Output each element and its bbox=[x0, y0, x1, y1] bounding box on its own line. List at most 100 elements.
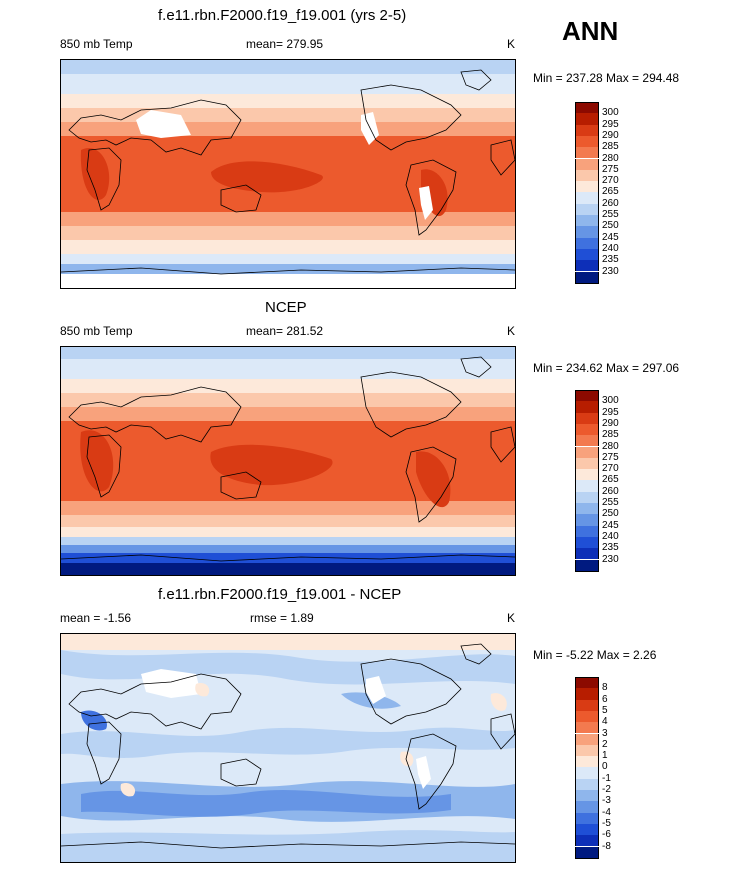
colorbar-tick-label: 6 bbox=[602, 693, 608, 705]
colorbar-tick-label: 260 bbox=[602, 485, 619, 497]
colorbar-segment bbox=[575, 559, 599, 572]
colorbar-tick-label: 300 bbox=[602, 395, 619, 407]
colorbar-tick-label: -8 bbox=[602, 840, 611, 852]
colorbar-segment bbox=[575, 801, 599, 813]
colorbar-tick-label: 300 bbox=[602, 107, 619, 119]
panel-3-unit-label: K bbox=[507, 611, 516, 625]
panel-2-minmax-label: Min = 234.62 Max = 297.06 bbox=[533, 361, 680, 375]
colorbar-tick-label: -5 bbox=[602, 817, 611, 829]
panel-2-unit-label: K bbox=[507, 324, 516, 338]
colorbar-segment bbox=[575, 699, 599, 711]
colorbar-tick-label: 4 bbox=[602, 716, 608, 728]
panel-3-map bbox=[60, 633, 516, 863]
colorbar-tick-label: -4 bbox=[602, 806, 611, 818]
colorbar-tick-label: 285 bbox=[602, 141, 619, 153]
colorbar-segment bbox=[575, 503, 599, 515]
colorbar-tick-label: 255 bbox=[602, 497, 619, 508]
colorbar-tick-label: -6 bbox=[602, 829, 611, 841]
panel-2-variable-label: 850 mb Temp bbox=[60, 324, 133, 338]
colorbar-tick-label: 275 bbox=[602, 163, 619, 175]
colorbar-segment bbox=[575, 435, 599, 447]
colorbar-tick-label: 270 bbox=[602, 463, 619, 475]
colorbar-tick-label: 290 bbox=[602, 129, 619, 141]
colorbar-segment bbox=[575, 480, 599, 492]
colorbar-segment bbox=[575, 767, 599, 779]
colorbar-tick-label: 250 bbox=[602, 508, 619, 520]
colorbar-segment bbox=[575, 401, 599, 413]
colorbar-tick-label: 245 bbox=[602, 519, 619, 531]
colorbar-segment bbox=[575, 536, 599, 549]
colorbar-segment bbox=[575, 158, 599, 170]
panel-2-title: NCEP bbox=[265, 299, 307, 316]
colorbar-segment bbox=[575, 469, 599, 481]
colorbar-tick-label: 265 bbox=[602, 474, 619, 486]
colorbar-segment bbox=[575, 823, 599, 836]
colorbar-tick-label: 230 bbox=[602, 553, 619, 565]
panel-1-minmax-label: Min = 237.28 Max = 294.48 bbox=[533, 71, 680, 85]
colorbar-tick-label: -2 bbox=[602, 784, 611, 795]
colorbar-tick-label: 265 bbox=[602, 186, 619, 198]
colorbar-segment bbox=[575, 237, 599, 249]
colorbar-segment bbox=[575, 446, 599, 458]
colorbar-segment bbox=[575, 778, 599, 790]
colorbar-tick-label: 3 bbox=[602, 727, 608, 739]
panel-1-title: f.e11.rbn.F2000.f19_f19.001 (yrs 2-5) bbox=[158, 7, 407, 24]
colorbar-tick-label: 0 bbox=[602, 761, 608, 773]
colorbar-segment bbox=[575, 722, 599, 734]
panel-1-map bbox=[60, 59, 516, 289]
colorbar-segment bbox=[575, 169, 599, 182]
colorbar-tick-label: 290 bbox=[602, 417, 619, 429]
colorbar-segment bbox=[575, 790, 599, 802]
colorbar-segment bbox=[575, 271, 599, 284]
colorbar-segment bbox=[575, 412, 599, 424]
colorbar-segment bbox=[575, 812, 599, 824]
panel-1-mean-label: mean= 279.95 bbox=[246, 37, 324, 51]
colorbar-segment bbox=[575, 514, 599, 526]
colorbar-segment bbox=[575, 147, 599, 159]
colorbar-tick-label: 2 bbox=[602, 738, 608, 750]
colorbar-segment bbox=[575, 248, 599, 261]
colorbar-tick-label: -3 bbox=[602, 795, 611, 807]
panel-3-title: f.e11.rbn.F2000.f19_f19.001 - NCEP bbox=[158, 586, 402, 603]
colorbar-tick-label: 285 bbox=[602, 429, 619, 441]
panel-2-map bbox=[60, 346, 516, 576]
colorbar-tick-label: 280 bbox=[602, 152, 619, 164]
colorbar-tick-label: 270 bbox=[602, 175, 619, 187]
colorbar-tick-label: -1 bbox=[602, 772, 611, 784]
colorbar-segment bbox=[575, 124, 599, 136]
colorbar-segment bbox=[575, 203, 599, 215]
colorbar-tick-label: 295 bbox=[602, 118, 619, 130]
colorbar-tick-label: 8 bbox=[602, 682, 608, 694]
colorbar-tick-label: 235 bbox=[602, 542, 619, 554]
colorbar-segment bbox=[575, 710, 599, 723]
panel-2-mean-label: mean= 281.52 bbox=[246, 324, 324, 338]
panel-3-rmse-label: rmse = 1.89 bbox=[250, 611, 314, 625]
panel-3-mean-label: mean = -1.56 bbox=[60, 611, 132, 625]
colorbar-segment bbox=[575, 525, 599, 537]
panel-1-unit-label: K bbox=[507, 37, 516, 51]
colorbar-tick-label: 230 bbox=[602, 265, 619, 277]
colorbar-tick-label: 1 bbox=[602, 750, 608, 762]
colorbar-segment bbox=[575, 744, 599, 757]
colorbar-segment bbox=[575, 181, 599, 193]
panel-3-minmax-label: Min = -5.22 Max = 2.26 bbox=[533, 648, 657, 662]
colorbar-segment bbox=[575, 135, 599, 148]
colorbar-segment bbox=[575, 491, 599, 503]
colorbar-tick-label: 275 bbox=[602, 451, 619, 463]
colorbar-tick-label: 245 bbox=[602, 231, 619, 243]
colorbar-segment bbox=[575, 226, 599, 238]
colorbar-segment bbox=[575, 113, 599, 125]
colorbar-tick-label: 235 bbox=[602, 254, 619, 266]
colorbar-segment bbox=[575, 846, 599, 859]
colorbar-segment bbox=[575, 260, 599, 272]
colorbar-segment bbox=[575, 733, 599, 745]
colorbar-tick-label: 240 bbox=[602, 530, 619, 542]
colorbar-segment bbox=[575, 756, 599, 768]
colorbar-segment bbox=[575, 192, 599, 204]
colorbar-segment bbox=[575, 457, 599, 470]
colorbar-segment bbox=[575, 677, 599, 690]
colorbar-tick-label: 5 bbox=[602, 704, 608, 716]
colorbar-tick-label: 295 bbox=[602, 406, 619, 418]
colorbar-segment bbox=[575, 835, 599, 847]
colorbar-segment bbox=[575, 215, 599, 227]
